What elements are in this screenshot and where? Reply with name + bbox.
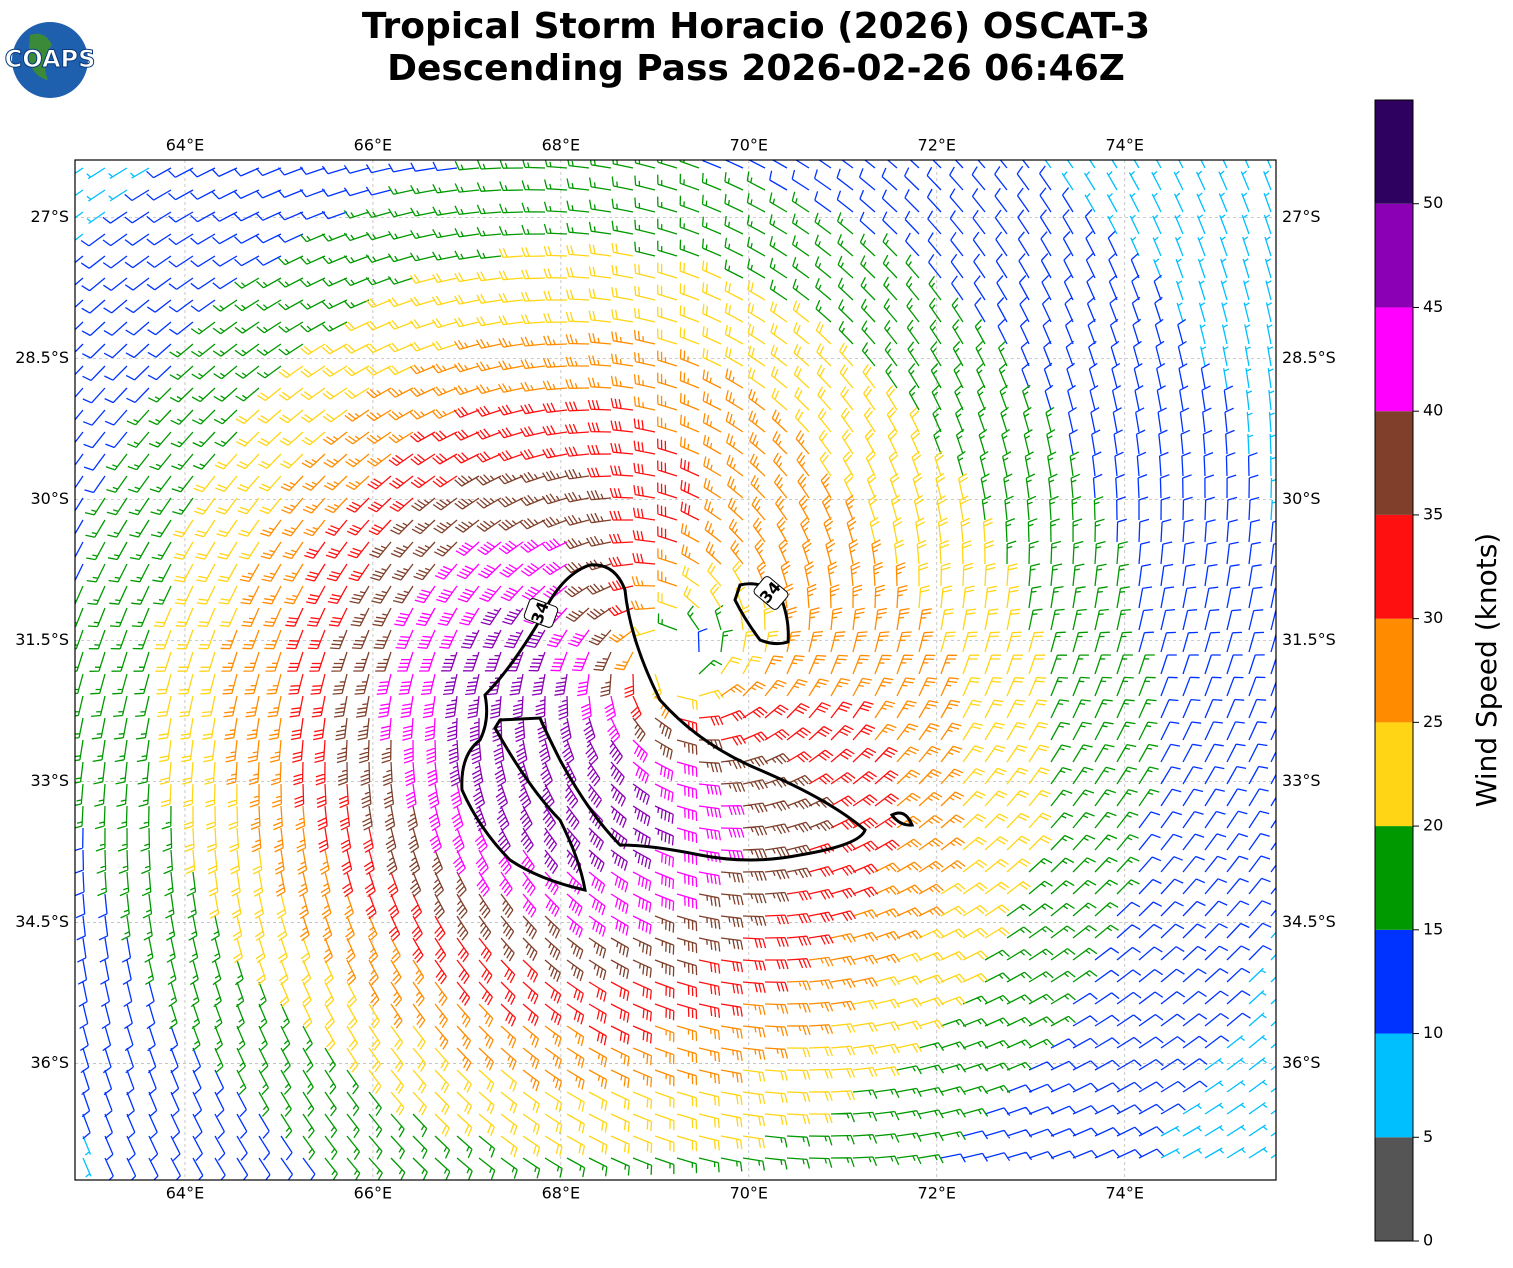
contour-34 bbox=[460, 563, 867, 892]
y-tick-label: 27°S bbox=[1282, 207, 1321, 226]
y-tick-label: 31.5°S bbox=[1282, 630, 1336, 649]
y-tick-label: 36°S bbox=[1282, 1053, 1321, 1072]
wind-barbs bbox=[75, 160, 1276, 1180]
x-tick-label: 68°E bbox=[542, 1184, 580, 1203]
colorbar-segment bbox=[1375, 618, 1413, 723]
colorbar-segment bbox=[1375, 1137, 1413, 1241]
x-tick-label: 72°E bbox=[918, 1184, 956, 1203]
y-tick-label: 34.5°S bbox=[15, 912, 69, 931]
barb-group bbox=[153, 242, 1052, 1158]
y-tick-label: 28.5°S bbox=[15, 348, 69, 367]
x-tick-label: 64°E bbox=[166, 1184, 204, 1203]
colorbar-frame bbox=[1374, 99, 1414, 1242]
colorbar-segment bbox=[1375, 514, 1413, 619]
barb-group bbox=[441, 607, 674, 874]
y-tick-label: 33°S bbox=[30, 771, 69, 790]
colorbar-segment bbox=[1375, 411, 1413, 515]
y-tick-label: 27°S bbox=[30, 207, 69, 226]
colorbar-tick-label: 35 bbox=[1423, 504, 1443, 523]
colorbar-segment bbox=[1375, 826, 1413, 930]
y-tick-label: 34.5°S bbox=[1282, 912, 1336, 931]
x-tick-label: 74°E bbox=[1105, 136, 1143, 155]
x-tick-label: 64°E bbox=[166, 136, 204, 155]
barb-group bbox=[75, 160, 1276, 1178]
colorbar-tick-label: 50 bbox=[1423, 193, 1443, 212]
colorbar-segment bbox=[1375, 929, 1413, 1034]
y-tick-label: 28.5°S bbox=[1282, 348, 1336, 367]
contour-label: 34 bbox=[523, 598, 559, 628]
colorbar-segment bbox=[1375, 203, 1413, 308]
x-tick-label: 68°E bbox=[542, 136, 580, 155]
logo-text: COAPS bbox=[5, 45, 96, 73]
colorbar-segment bbox=[1375, 722, 1413, 827]
logo: COAPS bbox=[4, 22, 96, 98]
barb-group bbox=[329, 468, 835, 982]
colorbar-tick-label: 15 bbox=[1423, 919, 1443, 938]
colorbar-label: Wind Speed (knots) bbox=[1470, 533, 1503, 807]
barb-group bbox=[75, 160, 1276, 1180]
x-tick-label: 74°E bbox=[1105, 1184, 1143, 1203]
colorbar-tick-label: 40 bbox=[1423, 401, 1443, 420]
colorbar-segment bbox=[1375, 1033, 1413, 1138]
barb-group bbox=[285, 398, 900, 1046]
y-tick-label: 31.5°S bbox=[15, 630, 69, 649]
x-tick-label: 66°E bbox=[354, 136, 392, 155]
colorbar-tick-label: 5 bbox=[1423, 1127, 1433, 1146]
grid bbox=[75, 160, 1276, 1180]
colorbar-tick-label: 10 bbox=[1423, 1023, 1443, 1042]
colorbar-tick-label: 45 bbox=[1423, 297, 1443, 316]
colorbar-tick-label: 30 bbox=[1423, 608, 1443, 627]
colorbar-tick-label: 25 bbox=[1423, 712, 1443, 731]
colorbar-tick-label: 0 bbox=[1423, 1231, 1433, 1250]
y-tick-label: 30°S bbox=[1282, 489, 1321, 508]
title: Tropical Storm Horacio (2026) OSCAT-3 bbox=[362, 6, 1150, 47]
title: Descending Pass 2026-02-26 06:46Z bbox=[387, 48, 1125, 89]
y-tick-label: 30°S bbox=[30, 489, 69, 508]
colorbar-tick-label: 20 bbox=[1423, 816, 1443, 835]
x-tick-label: 70°E bbox=[730, 1184, 768, 1203]
y-tick-label: 33°S bbox=[1282, 771, 1321, 790]
colorbar-segment bbox=[1375, 307, 1413, 412]
colorbar-segment bbox=[1375, 100, 1413, 204]
y-tick-label: 36°S bbox=[30, 1053, 69, 1072]
barb-group bbox=[75, 160, 1160, 1180]
x-tick-label: 70°E bbox=[730, 136, 768, 155]
contour-34 bbox=[889, 811, 915, 827]
x-tick-label: 72°E bbox=[918, 136, 956, 155]
x-tick-label: 66°E bbox=[354, 1184, 392, 1203]
colorbar: 0 5 10 15 20 25 30 35 40 45 50 bbox=[1374, 99, 1443, 1250]
map-frame bbox=[74, 159, 1277, 1181]
